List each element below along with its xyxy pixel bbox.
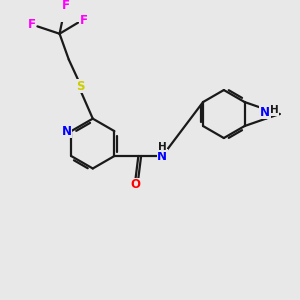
- Text: F: F: [62, 0, 70, 12]
- Text: O: O: [130, 178, 141, 191]
- Text: H: H: [158, 142, 167, 152]
- Text: N: N: [61, 124, 72, 138]
- Text: H: H: [270, 105, 278, 115]
- Text: N: N: [158, 149, 167, 163]
- Text: S: S: [76, 80, 85, 93]
- Text: N: N: [260, 106, 270, 119]
- Text: F: F: [28, 18, 36, 31]
- Text: F: F: [80, 14, 88, 27]
